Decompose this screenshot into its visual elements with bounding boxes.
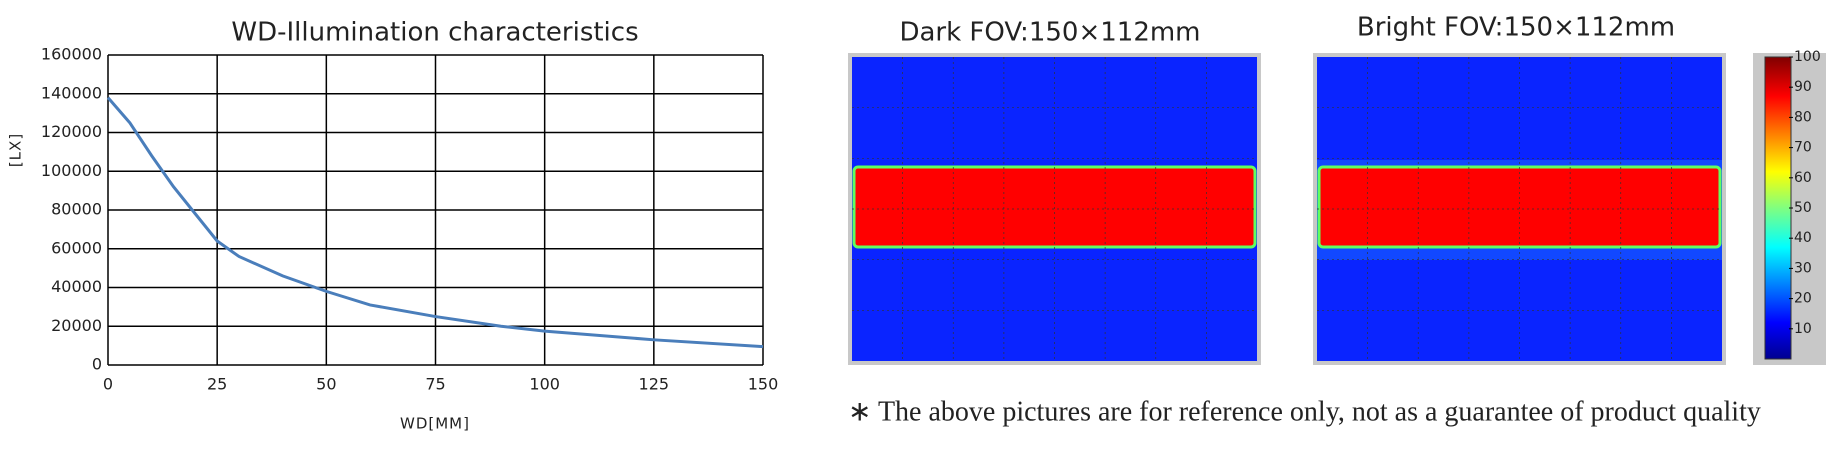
y-tick-label: 40000 [51, 277, 102, 296]
y-tick-label: 20000 [51, 316, 102, 335]
colorbar-label: 80 [1794, 109, 1812, 125]
y-tick-label: 140000 [41, 83, 102, 102]
colorbar-label: 40 [1794, 230, 1812, 246]
y-tick-label: 160000 [41, 45, 102, 64]
colorbar [1764, 56, 1792, 360]
y-tick-label: 80000 [51, 200, 102, 219]
y-tick-label: 60000 [51, 238, 102, 257]
colorbar-label: 100 [1794, 49, 1821, 65]
heatmaps [848, 53, 1726, 365]
panel-title: Dark FOV:150×112mm [899, 18, 1200, 48]
x-tick-label: 25 [207, 375, 227, 394]
x-axis-label: WD[MM] [400, 415, 470, 433]
y-tick-label: 120000 [41, 122, 102, 141]
colorbar-label: 20 [1794, 291, 1812, 307]
x-tick-label: 100 [529, 375, 560, 394]
colorbar-label: 60 [1794, 170, 1812, 186]
colorbar-label: 10 [1794, 321, 1812, 337]
colorbar-label: 70 [1794, 140, 1812, 156]
colorbar-label: 90 [1794, 79, 1812, 95]
colorbar-label: 50 [1794, 200, 1812, 216]
x-tick-label: 150 [748, 375, 779, 394]
panel-title: Bright FOV:150×112mm [1357, 13, 1675, 43]
footnote: ∗ The above pictures are for reference o… [848, 396, 1761, 427]
y-axis-label: [LX] [7, 133, 25, 167]
x-tick-label: 50 [316, 375, 336, 394]
x-tick-label: 125 [639, 375, 670, 394]
line [106, 96, 764, 349]
chart-title: WD-Illumination characteristics [231, 18, 638, 48]
x-tick-label: 0 [103, 375, 113, 394]
x-tick-label: 75 [425, 375, 445, 394]
colorbar-label: 30 [1794, 260, 1812, 276]
y-tick-label: 100000 [41, 161, 102, 180]
y-tick-label: 0 [92, 355, 102, 374]
